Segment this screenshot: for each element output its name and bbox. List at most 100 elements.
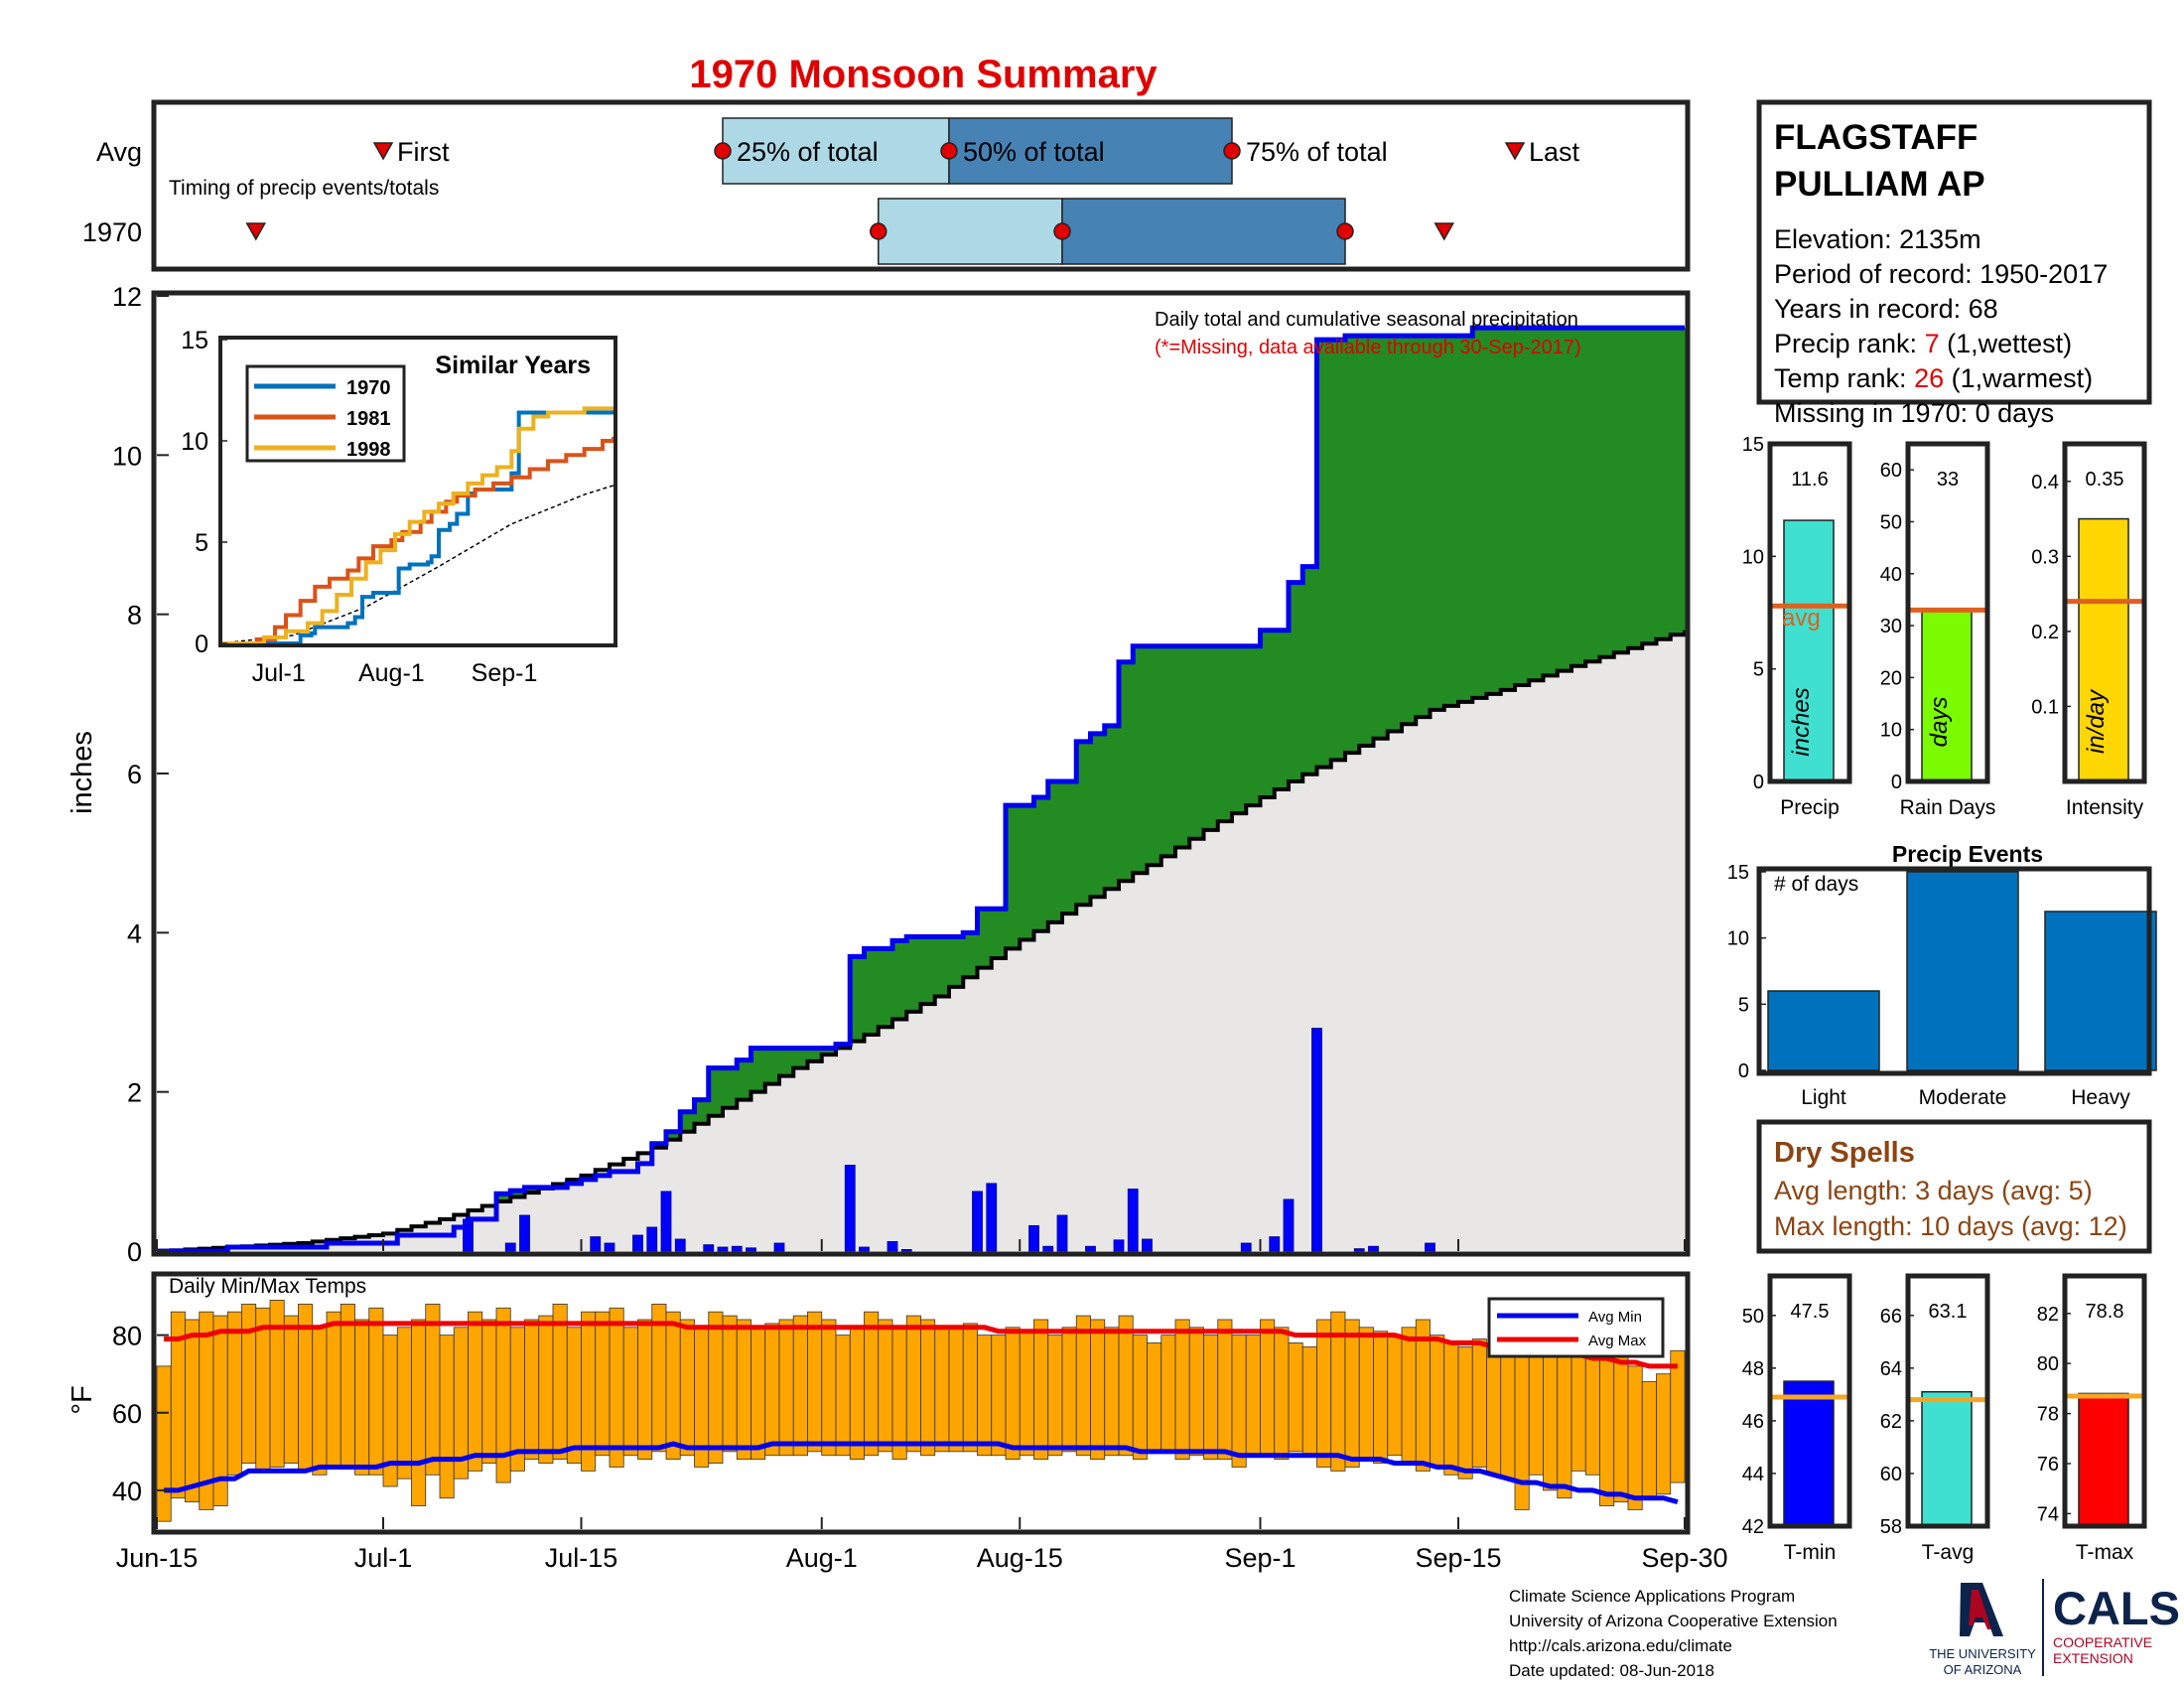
daily-precip-bar: [731, 1245, 743, 1252]
above-average-fill: [1047, 781, 1063, 922]
daily-temp-bar: [977, 1335, 993, 1457]
above-average-fill: [666, 1131, 681, 1140]
station-elevation: Elevation: 2135m: [1774, 224, 1981, 254]
station-name-line2: PULLIAM AP: [1774, 165, 1985, 204]
temp-chart: °F 40 60 80 Daily Min/Max Temps Avg Min Av…: [67, 1239, 1728, 1573]
above-average-fill: [1402, 336, 1417, 725]
daily-temp-bar: [1075, 1315, 1091, 1457]
temp-stat-panels: 47.5 42 44 46 48 50 T-min 63.1 58 60 62 64 66 T-avg 78…: [1742, 1273, 2147, 1564]
temp-legend: [1487, 1297, 1665, 1358]
daily-temp-bar: [566, 1327, 582, 1464]
daily-temp-bar: [312, 1327, 328, 1476]
stat-intensity-unit: in/day: [2083, 688, 2110, 754]
stat-intensity-bar: [2078, 517, 2129, 782]
dry-spells-max-length: Max length: 10 days (avg: 12): [1774, 1211, 2127, 1241]
stat-intensity-ytick-label: 0.3: [2031, 546, 2059, 568]
timing-label-75: 75% of total: [1246, 137, 1388, 167]
timing-row-label-year: 1970: [82, 217, 142, 247]
stat-tmin-xlabel: T-min: [1784, 1541, 1837, 1564]
daily-precip-bar: [1056, 1214, 1068, 1252]
daily-precip-bar: [972, 1191, 983, 1252]
dry-spells-box: Dry Spells Avg length: 3 days (avg: 5) M…: [1756, 1119, 2152, 1254]
daily-temp-bar: [1486, 1342, 1502, 1476]
daily-temp-bar: [934, 1327, 950, 1453]
above-average-fill: [1387, 336, 1403, 732]
temp-ytick-label: 60: [112, 1399, 142, 1429]
dry-spells-frame: [1756, 1119, 2152, 1254]
daily-temp-bar: [1174, 1319, 1190, 1461]
daily-temp-bar: [708, 1311, 724, 1464]
stat-raindays-ytick-label: 0: [1891, 772, 1902, 793]
daily-temp-bar: [538, 1315, 554, 1464]
precip-chart: inches 0 2 4 6 8 10 12 Daily total and cumulat…: [67, 282, 1691, 1267]
daily-temp-bar: [962, 1323, 978, 1453]
stat-intensity-frame: [2062, 441, 2147, 784]
daily-temp-bar: [891, 1327, 907, 1461]
above-average-fill: [977, 909, 993, 968]
stat-tmax-value: 78.8: [2086, 1301, 2124, 1323]
inset-frame: [218, 336, 617, 647]
stat-precip-bar: [1783, 519, 1835, 782]
above-average-fill: [850, 956, 866, 1042]
above-average-fill: [1670, 328, 1686, 635]
daily-temp-bar: [864, 1311, 880, 1457]
daily-temp-bar: [439, 1335, 455, 1499]
inset-legend-1981: 1981: [346, 408, 391, 430]
avg-min-line: [164, 1441, 1679, 1505]
daily-temp-bar: [751, 1327, 766, 1461]
above-average-fill: [1147, 645, 1162, 866]
precip-ytick-label: 4: [127, 918, 142, 948]
daily-temp-bar: [1401, 1327, 1417, 1464]
daily-temp-bar: [1160, 1335, 1176, 1453]
stat-tmin-value: 47.5: [1791, 1301, 1830, 1323]
above-average-fill: [1642, 328, 1658, 644]
daily-temp-bar: [849, 1327, 865, 1461]
date-tick-label: Sep-30: [1641, 1543, 1727, 1573]
timing-marks: First 25% of total 50% of total 75% of tota…: [245, 117, 1580, 265]
daily-precip-bar: [703, 1244, 715, 1252]
daily-temp-bar: [524, 1319, 540, 1461]
temp-ytick-label: 80: [112, 1322, 142, 1351]
above-average-fill: [1628, 328, 1643, 648]
date-tick-label: Jun-15: [116, 1543, 199, 1573]
daily-temp-bar: [778, 1319, 794, 1457]
above-average-fill: [1217, 645, 1233, 822]
precip-events-frame: [1756, 866, 2152, 1076]
timing-box-25-50-avg: [722, 117, 950, 185]
daily-temp-bar: [1288, 1342, 1303, 1453]
stat-raindays-ytick-label: 30: [1880, 616, 1902, 637]
daily-precip-bar: [1113, 1239, 1125, 1252]
precip-events-bar-moderate: [1906, 871, 2019, 1071]
above-average-fill: [1090, 733, 1106, 898]
daily-temp-bar: [1430, 1335, 1445, 1468]
stat-tavg-value: 63.1: [1929, 1301, 1968, 1323]
daily-precip-bar: [887, 1240, 898, 1252]
daily-temp-bar: [1613, 1349, 1629, 1503]
daily-temp-bar: [1471, 1338, 1487, 1468]
daily-temp-bar: [736, 1319, 751, 1461]
inset-ytick-label: 0: [195, 631, 208, 658]
daily-temp-bar: [1316, 1319, 1332, 1468]
timing-marker-q50-avg: [940, 142, 958, 160]
inset-xtick-label: Aug-1: [358, 659, 425, 687]
cals-logo-extension: EXTENSION: [2053, 1650, 2133, 1666]
footer-date: Date updated: 08-Jun-2018: [1509, 1661, 1714, 1680]
timing-label-first: First: [397, 137, 450, 167]
stat-precip-ytick-label: 0: [1753, 772, 1764, 793]
daily-precip-bar: [844, 1165, 856, 1252]
above-average-fill: [1458, 336, 1473, 702]
inset-avg-line: [219, 485, 614, 644]
precip-events-ylabel: # of days: [1774, 873, 1858, 896]
daily-precip-bar: [900, 1248, 912, 1252]
above-average-fill: [949, 936, 964, 987]
inset-xtick-label: Sep-1: [472, 659, 538, 687]
stat-intensity-ytick-label: 0.4: [2031, 472, 2059, 493]
daily-precip-bar: [1085, 1245, 1096, 1252]
above-average-fill: [1246, 645, 1262, 806]
daily-precip-bar: [590, 1236, 602, 1252]
stat-tmin-bar: [1783, 1380, 1835, 1527]
daily-precip-bar: [1425, 1242, 1435, 1252]
above-average-fill: [1062, 781, 1077, 914]
inset-xtick-label: Jul-1: [252, 659, 306, 687]
